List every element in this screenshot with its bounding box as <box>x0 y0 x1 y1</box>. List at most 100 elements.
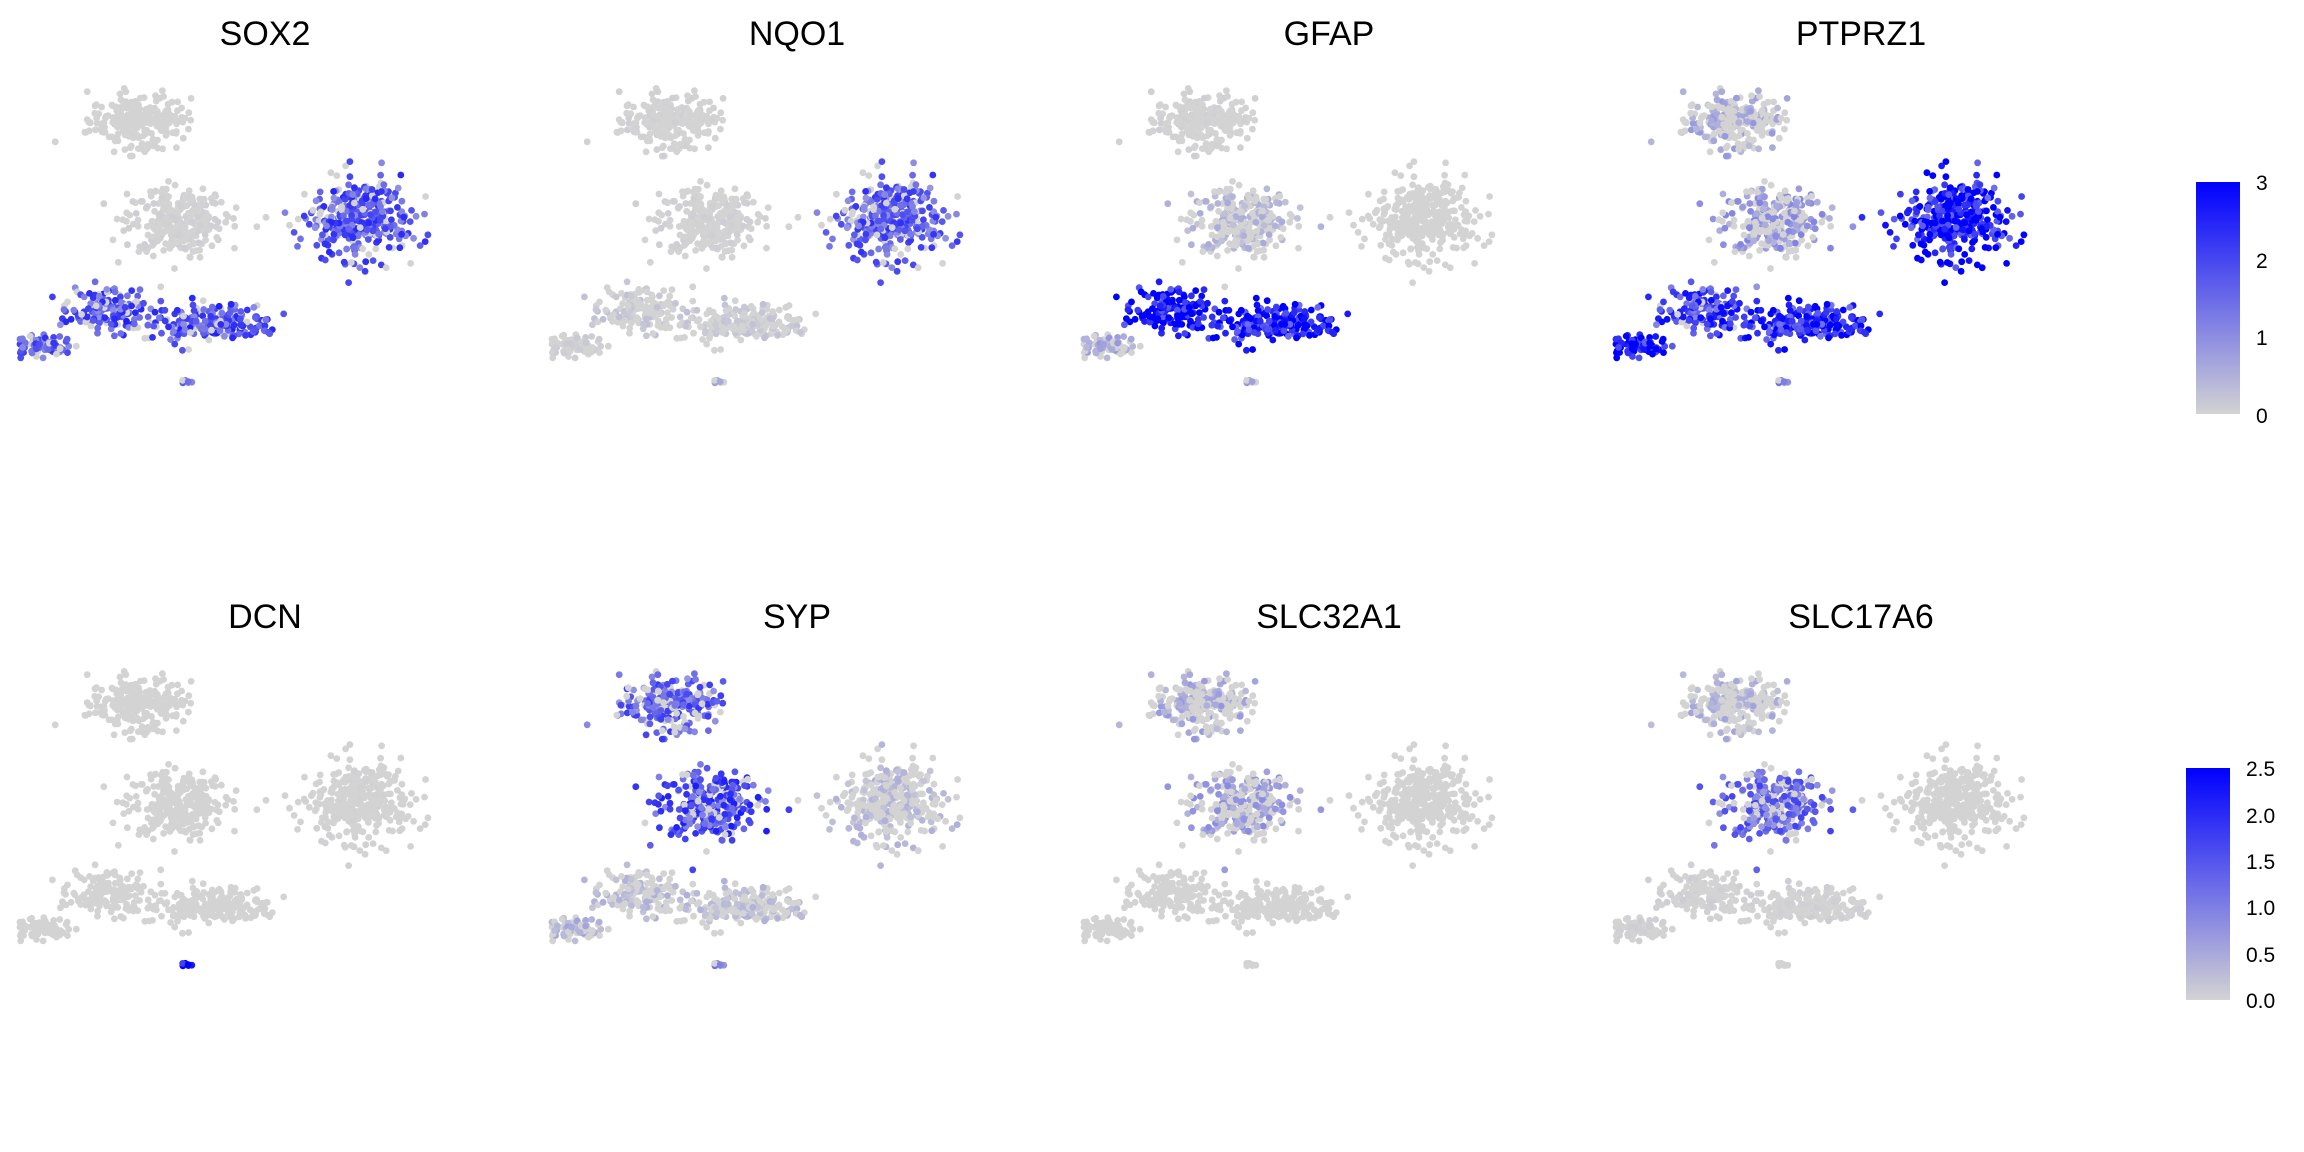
cell-point <box>1264 306 1272 313</box>
cell-point <box>1176 103 1184 111</box>
cell-point <box>1947 251 1955 258</box>
cell-point <box>173 222 181 230</box>
cell-point <box>280 310 288 318</box>
cell-point <box>177 202 185 210</box>
cell-point <box>1389 248 1397 256</box>
cell-point <box>1687 109 1695 117</box>
cell-point <box>1917 240 1925 248</box>
cell-point <box>359 245 367 253</box>
cell-point <box>926 184 934 192</box>
cell-point <box>83 313 91 321</box>
cell-point <box>1405 231 1413 239</box>
cell-point <box>1196 210 1204 217</box>
cell-point <box>1175 288 1183 296</box>
cell-point <box>746 218 754 226</box>
cell-point <box>1212 130 1219 137</box>
cell-point <box>1994 197 2002 205</box>
cell-point <box>214 218 222 226</box>
cell-point <box>1805 199 1812 207</box>
cell-point <box>1947 184 1954 192</box>
cell-point <box>859 169 867 177</box>
cell-point <box>813 209 821 217</box>
cell-point <box>1186 104 1194 112</box>
cell-point <box>2017 210 2024 218</box>
cell-point <box>92 302 100 310</box>
cell-point <box>1961 236 1968 243</box>
cell-point <box>1936 258 1944 266</box>
cell-point <box>1264 325 1272 333</box>
cell-point <box>96 319 103 327</box>
cell-point <box>1223 87 1230 95</box>
cell-point <box>1217 119 1225 127</box>
cell-point <box>1272 242 1280 250</box>
cell-point <box>1706 148 1714 156</box>
cell-point <box>1192 108 1200 116</box>
cell-point <box>2004 207 2011 214</box>
cell-point <box>1373 206 1381 214</box>
cell-point <box>644 103 652 111</box>
cell-point <box>732 306 740 313</box>
cell-point <box>910 159 917 167</box>
cell-point <box>1818 210 1826 218</box>
cell-point <box>1100 340 1107 348</box>
panel-row-1-col-4: PTPRZ1 <box>1612 15 2028 387</box>
cell-point <box>1187 209 1195 217</box>
cell-point <box>929 171 937 179</box>
cell-point <box>123 218 130 225</box>
cell-point <box>1249 346 1256 353</box>
cell-point <box>181 114 189 122</box>
cell-point <box>1710 130 1718 138</box>
cell-point <box>1429 251 1437 258</box>
cell-point <box>253 223 261 231</box>
cell-point <box>794 316 802 323</box>
cell-point <box>1767 265 1774 272</box>
cell-point <box>1753 210 1761 217</box>
cell-point <box>195 207 202 215</box>
cell-point <box>1175 296 1183 304</box>
cell-point <box>881 191 889 199</box>
cell-point <box>1215 207 1222 215</box>
cell-point <box>685 119 693 127</box>
cell-point <box>141 126 149 134</box>
cell-point <box>297 235 304 243</box>
cell-point <box>1113 293 1120 301</box>
cell-point <box>692 247 699 254</box>
cell-point <box>1192 116 1200 124</box>
cell-point <box>754 210 762 218</box>
cell-point <box>878 158 886 166</box>
cell-point <box>186 253 194 261</box>
cell-point <box>1083 344 1090 351</box>
cell-point <box>1114 339 1121 347</box>
cell-point <box>1746 224 1753 232</box>
cell-point <box>1909 241 1917 249</box>
cell-point <box>632 119 640 127</box>
cell-point <box>1461 171 1469 179</box>
cell-point <box>720 218 728 226</box>
cell-point <box>215 302 223 310</box>
cell-point <box>1974 188 1981 195</box>
panel-title-gfap: GFAP <box>1284 15 1375 53</box>
cell-point <box>1984 194 1992 202</box>
cell-point <box>689 283 697 291</box>
cell-point <box>252 314 259 321</box>
cell-point <box>718 253 726 261</box>
cell-point <box>1750 237 1758 245</box>
cell-point <box>159 126 167 134</box>
cell-point <box>1173 236 1181 244</box>
cell-point <box>698 117 706 125</box>
cell-point <box>377 203 384 211</box>
cell-point <box>683 107 691 115</box>
cell-point <box>204 212 212 220</box>
cell-point <box>1763 228 1770 236</box>
cell-point <box>1392 203 1400 211</box>
cell-point <box>1263 297 1271 305</box>
cell-point <box>724 317 732 325</box>
cell-point <box>397 171 405 179</box>
cell-point <box>1756 199 1764 207</box>
cell-point <box>1150 290 1157 297</box>
cell-point <box>675 223 683 230</box>
cell-point <box>1451 207 1458 215</box>
cell-point <box>1983 207 1990 215</box>
cell-point <box>744 192 752 200</box>
cell-point <box>1783 116 1791 124</box>
